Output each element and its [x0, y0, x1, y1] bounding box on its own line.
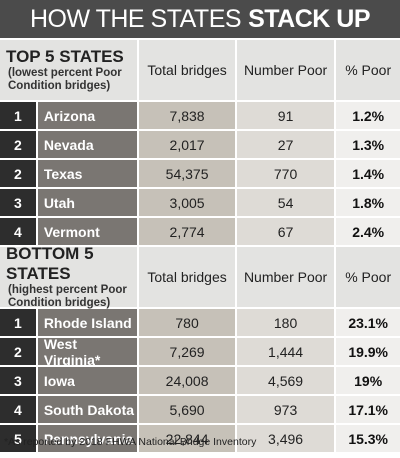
table-row: 4 South Dakota 5,690 973 17.1% — [0, 394, 400, 423]
percent-poor: 1.4% — [336, 160, 400, 187]
column-header: Total bridges — [139, 40, 235, 100]
table-row: 1 Rhode Island 780 180 23.1% — [0, 307, 400, 336]
number-poor: 67 — [236, 218, 335, 245]
total-bridges: 780 — [139, 309, 235, 336]
percent-poor: 2.4% — [336, 218, 400, 245]
state-name: Iowa — [37, 367, 138, 394]
number-poor: 180 — [236, 309, 335, 336]
total-bridges: 5,690 — [139, 396, 235, 423]
column-header: Number Poor — [236, 247, 335, 307]
title-bold: STACK UP — [248, 4, 370, 33]
number-poor: 91 — [236, 102, 335, 129]
percent-poor: 1.8% — [336, 189, 400, 216]
rank: 1 — [0, 309, 36, 336]
state-name: Texas — [37, 160, 138, 187]
rank: 3 — [0, 367, 36, 394]
table-row: 3 Utah 3,005 54 1.8% — [0, 187, 400, 216]
sections: TOP 5 STATES (lowest percent Poor Conditi… — [0, 40, 400, 452]
percent-poor: 17.1% — [336, 396, 400, 423]
state-name: Rhode Island — [37, 309, 138, 336]
number-poor: 4,569 — [236, 367, 335, 394]
section: TOP 5 STATES (lowest percent Poor Conditi… — [0, 40, 400, 245]
section-label: BOTTOM 5 STATES (highest percent Poor Con… — [0, 244, 138, 309]
column-header: Total bridges — [139, 247, 235, 307]
percent-poor: 19.9% — [336, 338, 400, 365]
table-row: 2 Nevada 2,017 27 1.3% — [0, 129, 400, 158]
total-bridges: 7,838 — [139, 102, 235, 129]
total-bridges: 22,844 — [139, 425, 235, 452]
number-poor: 770 — [236, 160, 335, 187]
number-poor: 973 — [236, 396, 335, 423]
number-poor: 3,496 — [236, 425, 335, 452]
table-row: 1 Arizona 7,838 91 1.2% — [0, 100, 400, 129]
total-bridges: 3,005 — [139, 189, 235, 216]
title: HOW THE STATES — [29, 4, 242, 33]
number-poor: 1,444 — [236, 338, 335, 365]
section-subheading: (highest percent Poor Condition bridges) — [8, 284, 127, 309]
rank: 1 — [0, 102, 36, 129]
section: BOTTOM 5 STATES (highest percent Poor Con… — [0, 244, 400, 452]
percent-poor: 23.1% — [336, 309, 400, 336]
footnote: *As reported by 2018 FHWA National Bridg… — [4, 436, 257, 448]
column-header: % Poor — [336, 247, 400, 307]
state-name: South Dakota — [37, 396, 138, 423]
rank: 4 — [0, 396, 36, 423]
percent-poor: 15.3% — [336, 425, 400, 452]
section-label: TOP 5 STATES (lowest percent Poor Conditi… — [0, 40, 138, 100]
section-heading: TOP 5 STATES — [6, 47, 124, 66]
total-bridges: 24,008 — [139, 367, 235, 394]
state-name: Pennsylvania — [37, 425, 138, 452]
state-name: Nevada — [37, 131, 138, 158]
section-subheading: (lowest percent Poor Condition bridges) — [8, 67, 122, 92]
total-bridges: 7,269 — [139, 338, 235, 365]
rank: 2 — [0, 131, 36, 158]
state-name: Utah — [37, 189, 138, 216]
rank: 5 — [0, 425, 36, 452]
state-name: West Virginia* — [37, 336, 138, 368]
table-row: 3 Iowa 24,008 4,569 19% — [0, 365, 400, 394]
state-name: Vermont — [37, 218, 138, 245]
total-bridges: 2,017 — [139, 131, 235, 158]
percent-poor: 19% — [336, 367, 400, 394]
table-row: 4 Vermont 2,774 67 2.4% — [0, 216, 400, 245]
percent-poor: 1.2% — [336, 102, 400, 129]
table-row: 5 Pennsylvania 22,844 3,496 15.3% — [0, 423, 400, 452]
rank: 2 — [0, 160, 36, 187]
number-poor: 54 — [236, 189, 335, 216]
title-bar: HOW THE STATES STACK UP — [0, 0, 400, 38]
column-header: % Poor — [336, 40, 400, 100]
rank: 4 — [0, 218, 36, 245]
table-row: 2 West Virginia* 7,269 1,444 19.9% — [0, 336, 400, 368]
rank: 3 — [0, 189, 36, 216]
total-bridges: 2,774 — [139, 218, 235, 245]
section-header: BOTTOM 5 STATES (highest percent Poor Con… — [0, 244, 400, 309]
section-header: TOP 5 STATES (lowest percent Poor Conditi… — [0, 40, 400, 100]
rank: 2 — [0, 338, 36, 365]
section-heading: BOTTOM 5 STATES — [6, 244, 94, 283]
column-header: Number Poor — [236, 40, 335, 100]
total-bridges: 54,375 — [139, 160, 235, 187]
table-row: 2 Texas 54,375 770 1.4% — [0, 158, 400, 187]
state-name: Arizona — [37, 102, 138, 129]
number-poor: 27 — [236, 131, 335, 158]
percent-poor: 1.3% — [336, 131, 400, 158]
